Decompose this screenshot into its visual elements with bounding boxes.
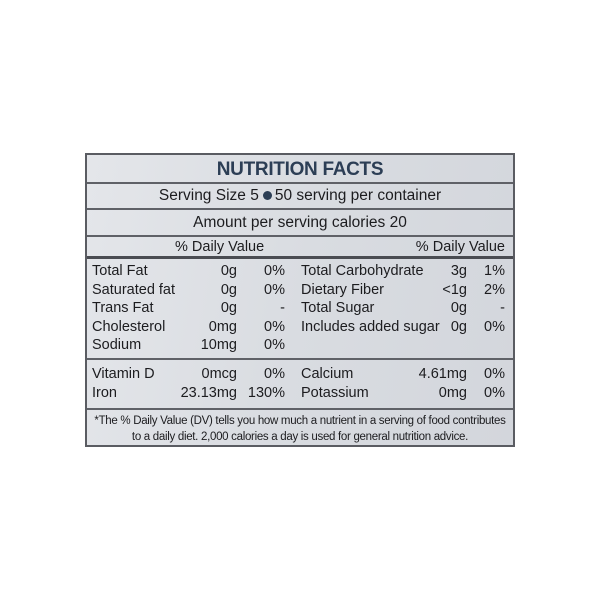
nutrient-daily-value: 2% — [484, 281, 505, 298]
dv-header-right: % Daily Value — [415, 239, 505, 255]
nutrient-daily-value: 130% — [247, 384, 285, 401]
nutrient-name: Dietary Fiber — [301, 281, 384, 298]
nutrient-amount: 0g — [220, 263, 237, 279]
label-title: NUTRITION FACTS — [87, 155, 513, 184]
nutrient-daily-value: 0% — [264, 263, 285, 279]
nutrient-daily-value: 0% — [484, 366, 505, 382]
nutrient-daily-value: 1% — [484, 263, 505, 279]
nutrient-daily-value: 0% — [484, 384, 505, 401]
footnote-line-1: *The % Daily Value (DV) tells you how mu… — [94, 415, 506, 427]
nutrient-daily-value: 0% — [264, 281, 285, 298]
nutrient-name: Calcium — [301, 366, 354, 382]
nutrient-name: Iron — [92, 384, 117, 401]
nutrient-amount: 3g — [450, 263, 467, 279]
nutrient-daily-value: 0% — [264, 318, 285, 335]
nutrient-name: Cholesterol — [92, 318, 166, 335]
calories-per-serving: Amount per serving calories 20 — [87, 210, 513, 237]
footnote: *The % Daily Value (DV) tells you how mu… — [87, 410, 513, 445]
footnote-line-2: to a daily diet. 2,000 calories a day is… — [131, 431, 469, 443]
nutrient-name: Trans Fat — [92, 300, 154, 316]
nutrient-name: Total Carbohydrate — [301, 263, 424, 279]
bullet-icon — [262, 190, 272, 200]
nutrition-facts-label: NUTRITION FACTS Serving Size 5 50 serving… — [85, 153, 515, 447]
nutrient-amount: 23.13mg — [180, 384, 237, 401]
vitamins-section: Vitamin D 0mcg 0% Iron 23.13mg 130% Calcium 4.6… — [87, 360, 513, 410]
nutrient-amount: 4.61mg — [418, 366, 467, 382]
nutrient-amount: 0mg — [208, 318, 237, 335]
nutrient-name: Vitamin D — [92, 366, 155, 382]
daily-value-header: % Daily Value % Daily Value — [87, 237, 513, 259]
nutrient-name: Includes added sugar — [301, 318, 440, 335]
servings-per-container: 50 serving per container — [274, 187, 442, 204]
nutrient-daily-value: 0% — [264, 366, 285, 382]
nutrient-amount: 0g — [220, 281, 237, 298]
serving-size: Serving Size 5 — [158, 187, 259, 204]
nutrient-daily-value: 0% — [484, 318, 505, 335]
nutrient-name: Total Sugar — [301, 300, 375, 316]
dv-header-left: % Daily Value — [175, 239, 265, 255]
nutrient-amount: 10mg — [200, 337, 237, 353]
nutrient-name: Sodium — [92, 337, 142, 353]
nutrient-daily-value: - — [500, 300, 505, 316]
nutrient-amount: 0mcg — [201, 366, 237, 382]
nutrient-amount: <1g — [442, 281, 467, 298]
nutrient-amount: 0g — [450, 300, 467, 316]
nutrient-amount: 0g — [220, 300, 237, 316]
nutrient-name: Saturated fat — [92, 281, 176, 298]
nutrient-name: Potassium — [301, 384, 369, 401]
nutrient-amount: 0mg — [438, 384, 467, 401]
nutrients-section: Total Fat 0g 0% Saturated fat 0g 0% Trans Fat 0… — [87, 259, 513, 360]
nutrient-amount: 0g — [450, 318, 467, 335]
nutrient-name: Total Fat — [92, 263, 148, 279]
nutrient-daily-value: - — [280, 300, 285, 316]
serving-info: Serving Size 5 50 serving per container — [87, 184, 513, 210]
nutrient-daily-value: 0% — [264, 337, 285, 353]
